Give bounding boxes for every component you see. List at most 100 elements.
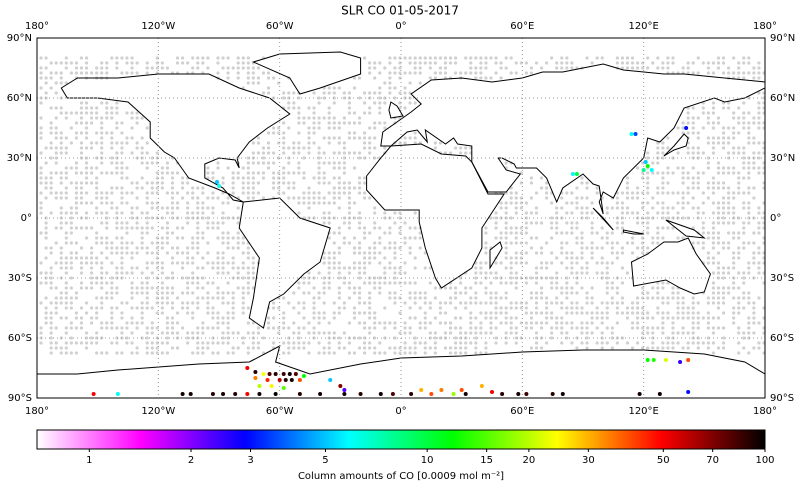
background-dot (555, 226, 559, 230)
background-dot (484, 346, 488, 350)
background-dot (580, 176, 584, 180)
background-dot (292, 321, 296, 325)
background-dot (630, 56, 635, 60)
background-dot (373, 256, 377, 260)
background-dot (105, 221, 109, 225)
background-dot (69, 261, 73, 265)
background-dot (514, 211, 518, 215)
background-dot (757, 321, 761, 325)
co-sounding (637, 392, 642, 396)
background-dot (282, 341, 286, 345)
background-dot (363, 231, 367, 235)
background-dot (160, 236, 164, 240)
background-dot (155, 326, 159, 330)
background-dot (100, 61, 104, 65)
background-dot (120, 241, 124, 245)
background-dot (160, 301, 164, 305)
background-dot (165, 166, 170, 170)
background-dot (732, 56, 736, 60)
background-dot (110, 136, 114, 140)
background-dot (747, 206, 751, 210)
background-dot (231, 176, 235, 180)
background-dot (383, 266, 387, 270)
background-dot (251, 71, 255, 75)
background-dot (696, 311, 700, 315)
background-dot (711, 326, 716, 330)
background-dot (388, 321, 392, 325)
background-dot (307, 321, 311, 325)
background-dot (388, 241, 392, 245)
background-dot (135, 346, 139, 350)
background-dot (302, 281, 306, 285)
background-dot (221, 241, 225, 245)
background-dot (701, 106, 705, 110)
background-dot (90, 336, 94, 340)
background-dot (398, 226, 402, 230)
background-dot (322, 281, 326, 285)
background-dot (54, 126, 58, 130)
background-dot (459, 341, 463, 345)
background-dot (44, 161, 48, 165)
background-dot (408, 81, 412, 85)
background-dot (555, 66, 559, 70)
background-dot (206, 171, 210, 175)
background-dot (534, 306, 539, 310)
background-dot (115, 211, 119, 215)
background-dot (110, 241, 114, 245)
background-dot (90, 261, 94, 265)
background-dot (196, 236, 200, 240)
background-dot (671, 61, 675, 65)
background-dot (706, 61, 710, 65)
background-dot (661, 141, 665, 145)
background-dot (661, 296, 665, 300)
background-dot (206, 206, 210, 210)
background-dot (641, 251, 645, 255)
background-dot (135, 246, 139, 250)
background-dot (373, 321, 377, 325)
background-dot (575, 241, 579, 245)
background-dot (403, 141, 407, 145)
co-sounding (180, 392, 185, 396)
background-dot (84, 56, 89, 60)
background-dot (352, 236, 357, 240)
background-dot (287, 346, 291, 350)
background-dot (716, 136, 721, 140)
background-dot (186, 336, 190, 340)
background-dot (337, 196, 341, 200)
background-dot (620, 266, 625, 270)
background-dot (170, 291, 175, 295)
background-dot (711, 101, 716, 105)
background-dot (433, 346, 437, 350)
background-dot (737, 286, 741, 290)
background-dot (100, 201, 104, 205)
background-dot (464, 146, 468, 150)
background-dot (721, 166, 726, 170)
background-dot (539, 221, 544, 225)
background-dot (408, 346, 412, 350)
co-sounding (301, 374, 306, 378)
background-dot (570, 211, 574, 215)
background-dot (605, 311, 609, 315)
background-dot (752, 141, 756, 145)
background-dot (403, 136, 407, 140)
background-dot (64, 296, 68, 300)
background-dot (196, 221, 200, 225)
background-dot (165, 291, 170, 295)
background-dot (711, 271, 716, 275)
colorbar-tick-label: 10 (421, 455, 434, 466)
background-dot (620, 221, 625, 225)
background-dot (630, 301, 635, 305)
background-dot (378, 261, 382, 265)
background-dot (54, 341, 58, 345)
background-dot (600, 256, 604, 260)
background-dot (716, 316, 721, 320)
background-dot (165, 226, 170, 230)
background-dot (721, 106, 726, 110)
background-dot (236, 241, 240, 245)
background-dot (140, 226, 144, 230)
colorbar-tick-label: 2 (188, 455, 194, 466)
background-dot (191, 186, 195, 190)
background-dot (256, 66, 261, 70)
background-dot (686, 331, 690, 335)
background-dot (494, 221, 498, 225)
